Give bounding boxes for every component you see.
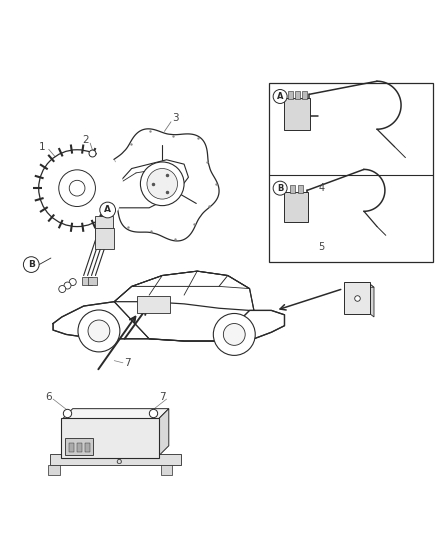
Circle shape bbox=[147, 168, 177, 199]
Polygon shape bbox=[53, 302, 285, 341]
Polygon shape bbox=[158, 409, 169, 457]
FancyBboxPatch shape bbox=[138, 296, 170, 313]
FancyBboxPatch shape bbox=[60, 418, 159, 458]
FancyBboxPatch shape bbox=[344, 281, 370, 314]
Circle shape bbox=[141, 162, 184, 206]
Text: B: B bbox=[28, 260, 35, 269]
Circle shape bbox=[69, 279, 76, 286]
Text: 6: 6 bbox=[46, 392, 52, 402]
Circle shape bbox=[23, 257, 39, 272]
Bar bbox=[77, 443, 82, 453]
Text: 4: 4 bbox=[318, 183, 325, 193]
Wedge shape bbox=[77, 148, 124, 211]
Circle shape bbox=[59, 286, 66, 293]
FancyBboxPatch shape bbox=[48, 465, 60, 475]
Text: 7: 7 bbox=[159, 392, 166, 402]
Bar bbox=[290, 184, 295, 192]
Circle shape bbox=[64, 282, 71, 289]
FancyBboxPatch shape bbox=[161, 465, 172, 475]
Text: 7: 7 bbox=[124, 358, 131, 368]
Circle shape bbox=[273, 90, 287, 103]
Bar bbox=[288, 91, 293, 99]
Bar bbox=[269, 83, 433, 262]
Circle shape bbox=[59, 170, 95, 206]
Text: 5: 5 bbox=[318, 242, 325, 252]
Text: A: A bbox=[277, 92, 283, 101]
FancyBboxPatch shape bbox=[50, 454, 180, 465]
Polygon shape bbox=[114, 271, 254, 341]
Circle shape bbox=[88, 320, 110, 342]
Circle shape bbox=[100, 202, 116, 218]
Text: 1: 1 bbox=[39, 142, 46, 152]
Polygon shape bbox=[110, 160, 188, 208]
Circle shape bbox=[78, 310, 120, 352]
Circle shape bbox=[39, 150, 116, 227]
Bar bbox=[302, 91, 307, 99]
Text: 2: 2 bbox=[82, 135, 89, 145]
Bar bbox=[295, 91, 300, 99]
FancyBboxPatch shape bbox=[285, 192, 308, 222]
Circle shape bbox=[213, 313, 255, 356]
FancyBboxPatch shape bbox=[95, 228, 114, 249]
FancyBboxPatch shape bbox=[82, 277, 92, 285]
Bar bbox=[85, 443, 90, 453]
Text: B: B bbox=[277, 184, 283, 192]
Polygon shape bbox=[62, 409, 169, 419]
FancyBboxPatch shape bbox=[95, 216, 113, 237]
FancyBboxPatch shape bbox=[65, 438, 93, 455]
Bar bbox=[297, 184, 303, 192]
FancyBboxPatch shape bbox=[88, 277, 97, 285]
Polygon shape bbox=[346, 283, 374, 287]
Text: 3: 3 bbox=[172, 114, 179, 123]
Circle shape bbox=[69, 180, 85, 196]
Circle shape bbox=[273, 181, 287, 195]
FancyBboxPatch shape bbox=[285, 98, 310, 130]
Bar bbox=[69, 443, 74, 453]
Text: 8: 8 bbox=[115, 456, 122, 466]
Circle shape bbox=[223, 324, 245, 345]
Polygon shape bbox=[368, 283, 374, 317]
Polygon shape bbox=[103, 129, 219, 241]
Text: A: A bbox=[104, 206, 111, 214]
